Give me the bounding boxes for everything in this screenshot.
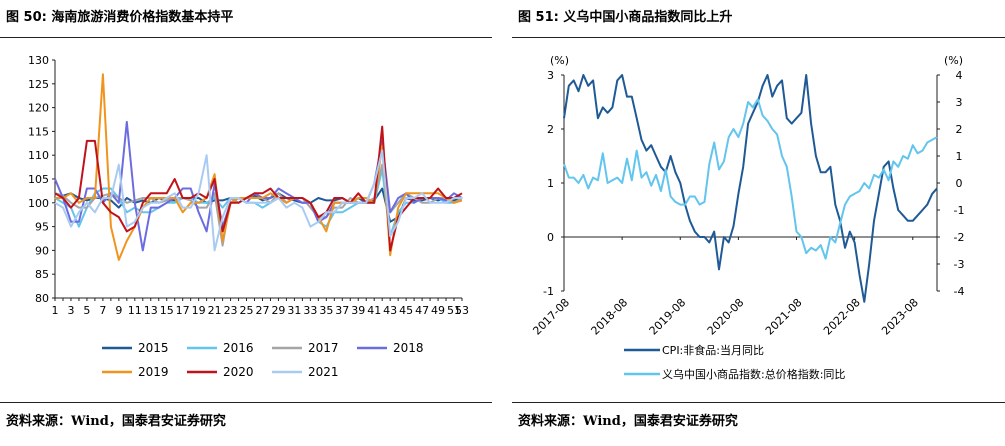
right-chart-title: 图 51: 义乌中国小商品指数同比上升 [518, 10, 733, 25]
y-tick-label: 100 [28, 197, 49, 210]
series-line-2021 [54, 149, 462, 252]
x-tick-label: 2019-08 [647, 296, 689, 338]
x-tick-label: 2017-08 [530, 296, 572, 338]
right-bottom-rule [512, 402, 1005, 403]
left-bottom-rule [0, 402, 492, 403]
left-y-tick-label: 3 [547, 69, 554, 82]
right-axis-unit: (%) [944, 54, 963, 67]
y-tick-label: 130 [28, 54, 49, 67]
x-tick-label: 13 [144, 304, 158, 317]
right-top-rule [512, 37, 1005, 38]
series-line-2016 [54, 168, 463, 238]
x-tick-label: 15 [160, 304, 174, 317]
legend-label-cpi: CPI:非食品:当月同比 [662, 343, 764, 357]
x-tick-label: 43 [383, 304, 397, 317]
series-line-yiwu-index [563, 98, 938, 260]
x-tick-label: 11 [128, 304, 142, 317]
x-tick-label: 7 [99, 304, 106, 317]
right-y-tick-label: -3 [954, 258, 965, 271]
y-tick-label: 110 [28, 149, 49, 162]
left-y-tick-label: 2 [547, 123, 554, 136]
series-line-cpi [563, 74, 938, 303]
y-tick-label: 85 [35, 268, 49, 281]
x-tick-label: 23 [224, 304, 238, 317]
y-tick-label: 120 [28, 102, 49, 115]
x-tick-label: 31 [287, 304, 301, 317]
y-tick-label: 80 [35, 292, 49, 305]
legend-label-2019: 2019 [138, 365, 169, 379]
left-source-note: 资料来源：Wind，国泰君安证券研究 [6, 414, 226, 429]
left-top-rule [0, 37, 492, 38]
right-y-tick-label: -1 [954, 204, 965, 217]
right-y-tick-label: -2 [954, 231, 965, 244]
right-chart-panel: 图 51: 义乌中国小商品指数同比上升 (%) (%) -1 0 1 2 3 -4 -3 -2 -1… [512, 0, 1005, 446]
left-chart-panel: 图 50: 海南旅游消费价格指数基本持平 80 85 90 95 100 105 110 11… [0, 0, 492, 446]
x-tick-label: 21 [208, 304, 222, 317]
x-tick-label: 39 [351, 304, 365, 317]
legend-label-2016: 2016 [223, 341, 254, 355]
left-axis-unit: (%) [550, 54, 569, 67]
right-source-note: 资料来源：Wind，国泰君安证券研究 [518, 414, 738, 429]
x-tick-label: 2020-08 [705, 296, 747, 338]
right-y-tick-label: 0 [956, 177, 963, 190]
y-tick-label: 115 [28, 125, 49, 138]
legend-label-2017: 2017 [308, 341, 339, 355]
right-y-tick-label: 3 [956, 96, 963, 109]
y-tick-label: 125 [28, 78, 49, 91]
x-tick-label: 25 [240, 304, 254, 317]
legend-label-2021: 2021 [308, 365, 339, 379]
right-y-tick-label: 4 [956, 69, 963, 82]
legend-label-2018: 2018 [393, 341, 424, 355]
x-tick-label: 51 [447, 304, 461, 317]
x-tick-label: 49 [431, 304, 445, 317]
left-y-tick-label: -1 [543, 285, 554, 298]
series-line-2019 [55, 73, 463, 261]
x-tick-label: 37 [335, 304, 349, 317]
y-tick-label: 105 [28, 173, 49, 186]
series-line-2020 [54, 125, 463, 252]
x-tick-label: 1 [52, 304, 59, 317]
x-tick-label: 29 [271, 304, 285, 317]
x-tick-label: 33 [303, 304, 317, 317]
x-tick-label: 41 [367, 304, 381, 317]
x-tick-label: 53 [455, 304, 469, 317]
y-tick-label: 90 [35, 244, 49, 257]
x-tick-label: 9 [115, 304, 122, 317]
x-tick-label: 19 [192, 304, 206, 317]
x-tick-label: 2022-08 [821, 296, 863, 338]
right-y-tick-label: -4 [954, 285, 965, 298]
right-y-tick-label: 1 [956, 150, 963, 163]
left-y-tick-label: 0 [547, 231, 554, 244]
left-chart-title: 图 50: 海南旅游消费价格指数基本持平 [6, 10, 234, 25]
legend-label-yiwu-index: 义乌中国小商品指数:总价格指数:同比 [662, 367, 845, 381]
x-tick-label: 27 [255, 304, 269, 317]
x-tick-label: 2023-08 [879, 296, 921, 338]
x-tick-label: 47 [415, 304, 429, 317]
right-y-tick-label: 2 [956, 123, 963, 136]
x-tick-label: 5 [83, 304, 90, 317]
right-dual-axis-chart: (%) (%) -1 0 1 2 3 -4 -3 -2 -1 0 1 2 3 4 2017-08 2018-08 2… [530, 54, 965, 381]
left-y-tick-label: 1 [547, 177, 554, 190]
y-tick-label: 95 [35, 221, 49, 234]
legend-label-2015: 2015 [138, 341, 169, 355]
x-tick-label: 17 [176, 304, 190, 317]
legend-label-2020: 2020 [223, 365, 254, 379]
x-tick-label: 45 [399, 304, 413, 317]
x-tick-label: 35 [319, 304, 333, 317]
series-line-2018 [54, 120, 463, 252]
x-tick-label: 3 [67, 304, 74, 317]
x-tick-label: 2021-08 [763, 296, 805, 338]
x-tick-label: 2018-08 [589, 296, 631, 338]
